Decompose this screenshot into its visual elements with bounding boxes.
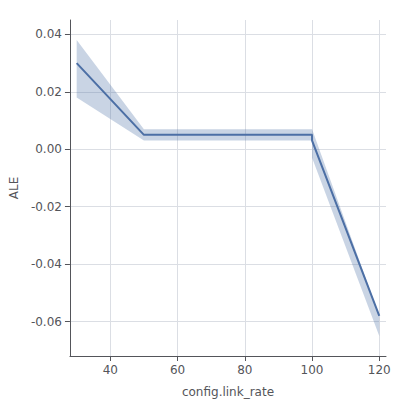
svg-text:0.00: 0.00 [35, 142, 62, 156]
svg-text:config.link_rate: config.link_rate [182, 385, 274, 399]
svg-text:-0.02: -0.02 [31, 200, 62, 214]
svg-text:100: 100 [301, 363, 324, 377]
svg-text:60: 60 [170, 363, 185, 377]
svg-text:80: 80 [237, 363, 252, 377]
svg-text:-0.06: -0.06 [31, 315, 62, 329]
svg-text:0.04: 0.04 [35, 27, 62, 41]
svg-text:120: 120 [368, 363, 391, 377]
svg-text:ALE: ALE [7, 177, 21, 199]
svg-text:0.02: 0.02 [35, 85, 62, 99]
svg-text:40: 40 [103, 363, 118, 377]
svg-text:-0.04: -0.04 [31, 257, 62, 271]
